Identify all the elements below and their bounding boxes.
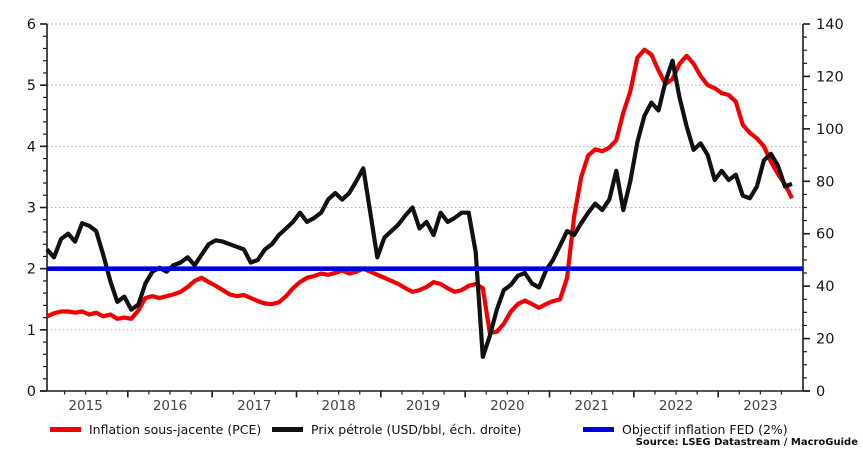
svg-text:40: 40: [816, 279, 834, 295]
legend-item-fed-target: Objectif inflation FED (2%): [583, 421, 788, 437]
legend-label-fed-target: Objectif inflation FED (2%): [622, 421, 788, 437]
svg-text:20: 20: [816, 332, 834, 348]
gridlines: [47, 23, 803, 331]
svg-text:2015: 2015: [68, 398, 102, 414]
svg-text:4: 4: [27, 139, 36, 155]
svg-text:2017: 2017: [237, 398, 271, 414]
oil-line-swatch: [272, 426, 303, 432]
svg-text:3: 3: [27, 201, 36, 217]
series-inflation: [46, 47, 794, 335]
svg-text:80: 80: [816, 174, 834, 190]
right-axis-ticks: 0 20 40 60 80 100 120 140: [803, 17, 844, 400]
svg-text:6: 6: [27, 17, 36, 33]
svg-text:0: 0: [27, 384, 36, 400]
fed-target-line-swatch: [583, 426, 614, 432]
svg-text:2: 2: [27, 262, 36, 278]
svg-text:2022: 2022: [659, 398, 693, 414]
svg-text:2021: 2021: [575, 398, 609, 414]
legend-label-oil: Prix pétrole (USD/bbl, éch. droite): [311, 421, 522, 437]
svg-text:120: 120: [816, 69, 844, 85]
series-oil: [45, 58, 793, 359]
svg-text:140: 140: [816, 17, 844, 33]
svg-text:60: 60: [816, 227, 834, 243]
source-note: Source: LSEG Datastream / MacroGuide: [635, 437, 858, 448]
x-axis-ticks: 2015 2016 2017 2018 2019 2020 2021 2022 2023: [63, 391, 783, 414]
inflation-line-swatch: [50, 426, 81, 432]
svg-text:2020: 2020: [490, 398, 524, 414]
svg-text:2016: 2016: [153, 398, 187, 414]
svg-text:2019: 2019: [406, 398, 440, 414]
svg-text:2018: 2018: [321, 398, 355, 414]
svg-text:1: 1: [27, 323, 36, 339]
svg-text:100: 100: [816, 122, 844, 138]
left-axis-ticks: 0 1 2 3 4 5 6: [27, 17, 47, 400]
svg-text:0: 0: [816, 384, 825, 400]
legend-label-inflation: Inflation sous-jacente (PCE): [89, 421, 262, 437]
svg-text:5: 5: [27, 78, 36, 94]
legend-item-inflation: Inflation sous-jacente (PCE): [50, 421, 261, 437]
legend-item-oil: Prix pétrole (USD/bbl, éch. droite): [272, 421, 521, 437]
svg-text:2023: 2023: [743, 398, 777, 414]
